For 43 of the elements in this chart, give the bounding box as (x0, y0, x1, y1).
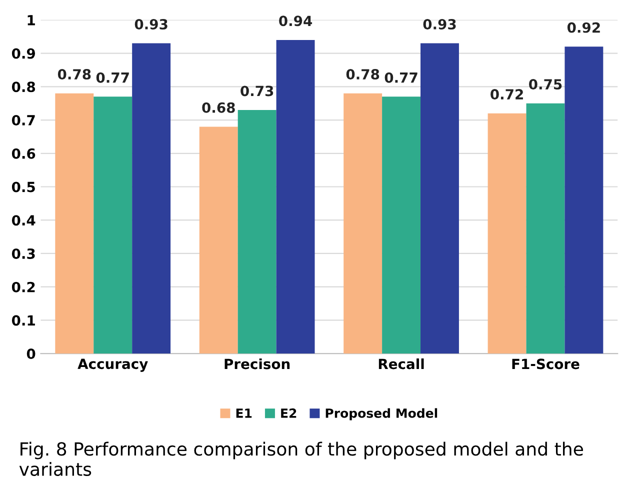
y-tick-label: 0.6 (12, 148, 36, 159)
legend-label: E2 (281, 408, 296, 418)
y-tick-label: 0.3 (12, 248, 35, 259)
bar (344, 93, 382, 354)
y-tick-label: 0.7 (12, 114, 35, 126)
x-tick-label: F1-Score (512, 358, 580, 370)
data-label: 0.75 (529, 79, 562, 90)
data-label: 0.72 (490, 89, 523, 100)
data-label: 0.77 (384, 72, 418, 83)
y-tick-label: 0.2 (12, 282, 35, 292)
x-tick-label: Precison (224, 358, 290, 370)
data-label: 0.93 (134, 18, 168, 30)
data-label: 0.77 (96, 72, 129, 83)
bar (199, 126, 238, 354)
data-label: 0.92 (567, 22, 600, 33)
x-tick-label: Accuracy (78, 358, 148, 372)
legend-label: E1 (236, 408, 252, 418)
bar (564, 46, 604, 354)
bar (488, 113, 526, 354)
data-label: 0.68 (202, 102, 235, 113)
y-tick-label: 1 (28, 15, 35, 26)
data-label: 0.78 (58, 69, 91, 80)
bar (94, 96, 132, 354)
data-label: 0.78 (346, 69, 380, 80)
bar (382, 96, 421, 354)
x-tick-label: Recall (378, 358, 424, 370)
y-tick-label: 0.8 (12, 82, 36, 92)
y-tick-label: 0.9 (12, 48, 36, 59)
bar (238, 110, 276, 354)
data-label: 0.93 (423, 18, 456, 30)
data-label: 0.73 (240, 86, 274, 96)
bar (526, 103, 565, 354)
y-tick-label: 0.1 (12, 315, 35, 326)
y-tick-label: 0.4 (12, 215, 36, 226)
data-label: 0.94 (279, 16, 312, 26)
y-tick-label: 0 (26, 348, 36, 360)
bar (55, 93, 94, 354)
caption: Fig. 8 Performance comparison of the proposed model and the variants (19, 442, 583, 476)
bar (132, 43, 171, 354)
bar (276, 40, 315, 354)
legend-label: Proposed Model (326, 408, 438, 420)
bar (420, 43, 459, 354)
y-tick-label: 0.5 (12, 182, 35, 192)
